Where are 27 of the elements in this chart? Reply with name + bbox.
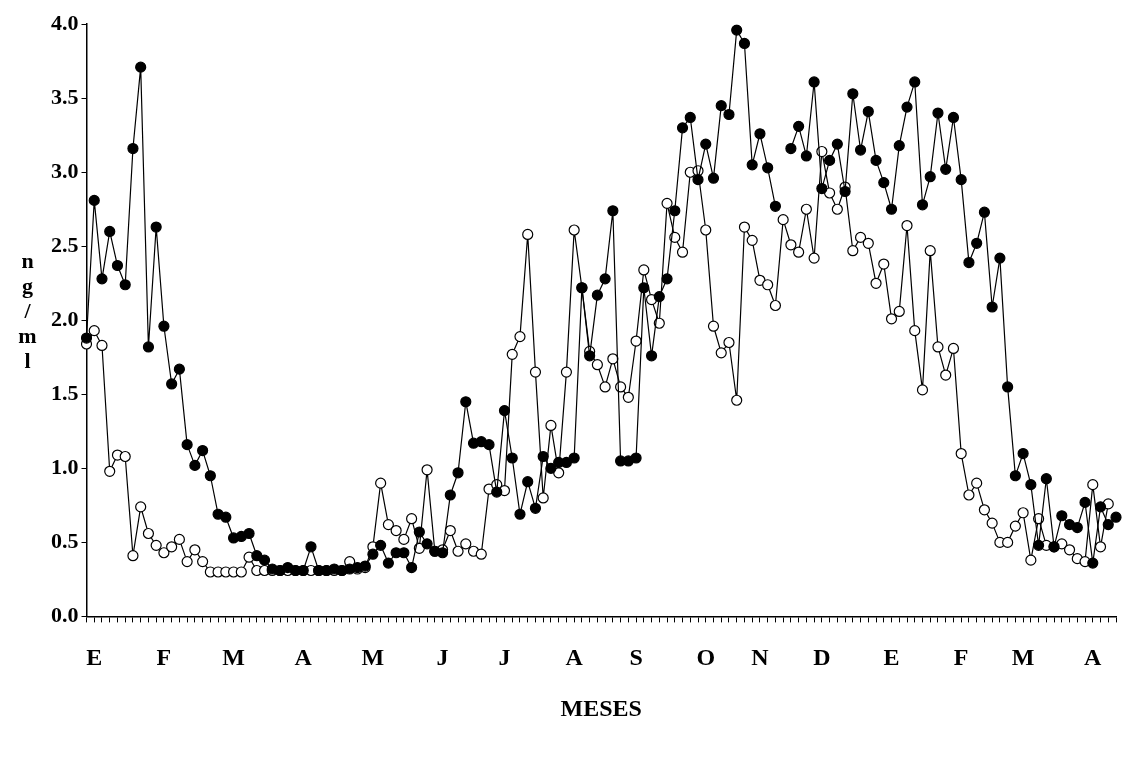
x-tick-label: M (361, 644, 385, 670)
x-tick-label: N (751, 644, 770, 670)
y-tick-label: 1.0 (51, 454, 79, 480)
y-tick-label: 2.5 (51, 231, 79, 257)
x-tick-label: F (156, 644, 172, 670)
x-tick-label: O (696, 644, 716, 670)
x-tick-label: A (294, 644, 313, 670)
y-tick-label: 3.5 (51, 83, 79, 109)
x-tick-label: J (436, 644, 449, 670)
y-tick-label: 1.5 (51, 380, 79, 406)
x-tick-label: E (883, 644, 900, 670)
x-tick-label: M (222, 644, 245, 670)
y-tick-label: 3.0 (51, 157, 79, 183)
y-tick-label: 0.0 (51, 602, 79, 628)
x-tick-label: M (1011, 644, 1035, 670)
x-axis-title: MESES (560, 694, 642, 721)
x-tick-label: J (498, 644, 511, 670)
y-tick-label: 0.5 (51, 528, 79, 554)
x-tick-label: F (953, 644, 969, 670)
x-tick-label: D (813, 644, 831, 670)
y-axis-title: ng/ml (15, 248, 40, 373)
x-tick-label: A (565, 644, 584, 670)
x-tick-label: S (629, 644, 643, 670)
x-tick-label: E (86, 644, 103, 670)
y-tick-label: 4.0 (51, 9, 79, 35)
x-tick-label: A (1084, 644, 1103, 670)
y-tick-label: 2.0 (51, 305, 79, 331)
